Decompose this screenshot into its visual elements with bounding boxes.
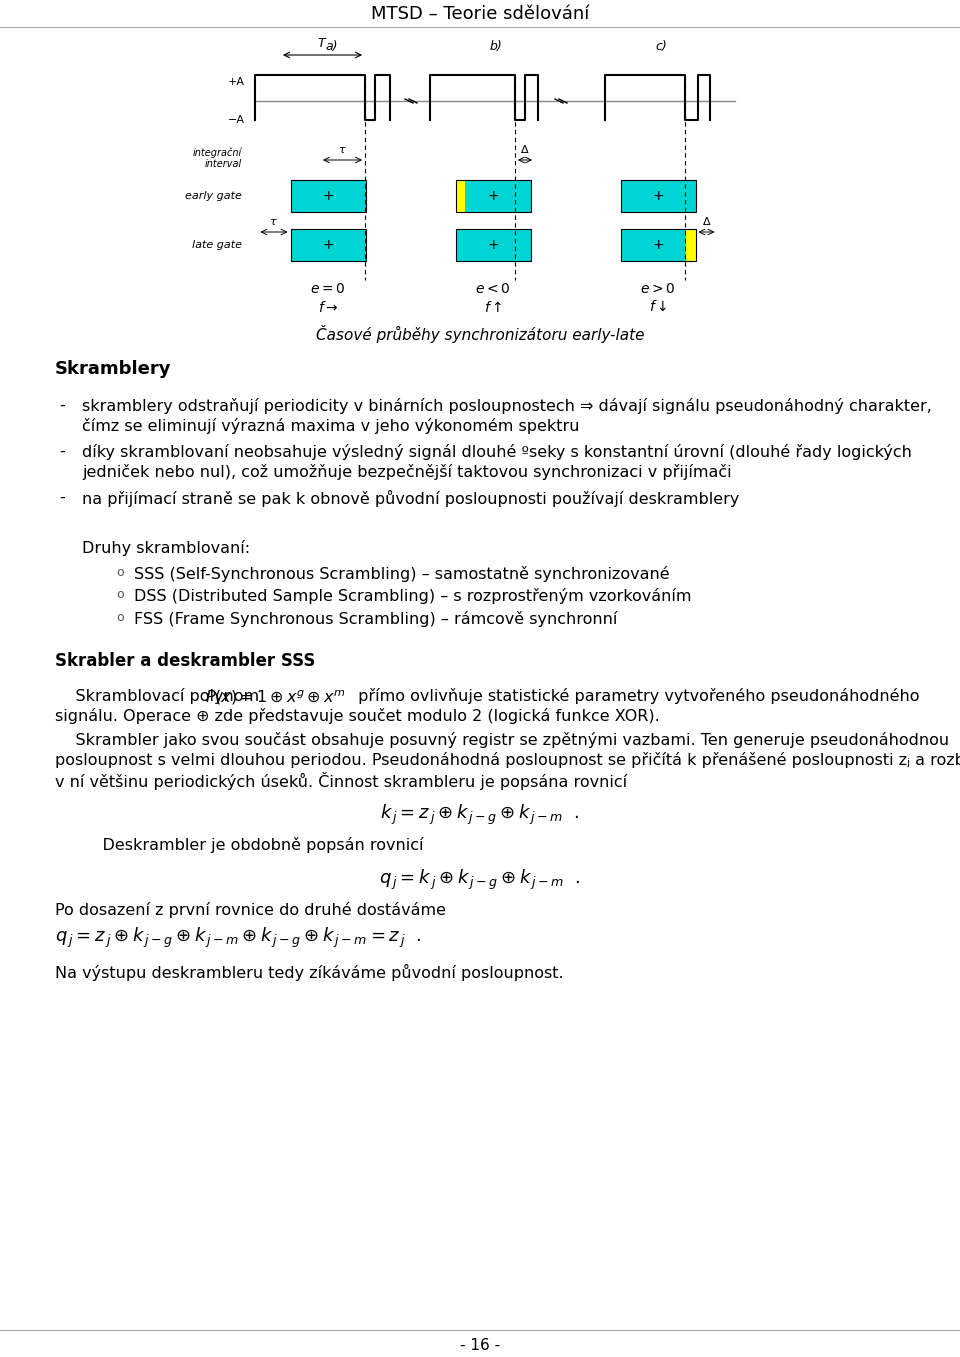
Bar: [620, 229, 685, 261]
Text: Časové průběhy synchronizátoru early-late: Časové průběhy synchronizátoru early-lat…: [316, 324, 644, 343]
Text: Deskrambler je obdobně popsán rovnicí: Deskrambler je obdobně popsán rovnicí: [82, 837, 423, 854]
Text: $e=0$: $e=0$: [310, 282, 346, 296]
Text: FSS (Frame Synchronous Scrambling) – rámcově synchronní: FSS (Frame Synchronous Scrambling) – rám…: [134, 611, 617, 627]
Text: - 16 -: - 16 -: [460, 1338, 500, 1353]
Text: $\tau$: $\tau$: [269, 217, 277, 227]
Text: +: +: [487, 237, 499, 252]
Bar: [291, 229, 366, 261]
Text: přímo ovlivňuje statistické parametry vytvořeného pseudonáhodného: přímo ovlivňuje statistické parametry vy…: [353, 688, 920, 703]
Text: signálu. Operace ⊕ zde představuje součet modulo 2 (logická funkce XOR).: signálu. Operace ⊕ zde představuje souče…: [55, 708, 660, 725]
Bar: [455, 180, 531, 212]
Text: $k_{\,j}=z_{\,j}\oplus k_{\,j-g}\oplus k_{\,j-m}$  .: $k_{\,j}=z_{\,j}\oplus k_{\,j-g}\oplus k…: [380, 803, 580, 828]
Bar: [685, 229, 695, 261]
Text: +: +: [652, 189, 663, 204]
Text: jedniček nebo nul), což umožňuje bezpečnější taktovou synchronizaci v přijímači: jedniček nebo nul), což umožňuje bezpečn…: [82, 464, 732, 480]
Text: $e<0$: $e<0$: [475, 282, 511, 296]
Text: late gate: late gate: [192, 240, 242, 250]
Text: díky skramblovaní neobsahuje výsledný signál dlouhé ºseky s konstantní úrovní (d: díky skramblovaní neobsahuje výsledný si…: [82, 444, 912, 460]
Text: Skramblovací polynom: Skramblovací polynom: [55, 688, 264, 703]
Text: early gate: early gate: [185, 191, 242, 201]
Text: +: +: [323, 237, 334, 252]
Text: $f\downarrow$: $f\downarrow$: [649, 300, 667, 313]
Text: čímz se eliminují výrazná maxima v jeho výkonomém spektru: čímz se eliminují výrazná maxima v jeho …: [82, 418, 580, 434]
Text: skramblery odstraňují periodicity v binárních posloupnostech ⇒ dávají signálu ps: skramblery odstraňují periodicity v biná…: [82, 398, 932, 414]
Text: integrační
interval: integrační interval: [193, 147, 242, 170]
Bar: [466, 180, 531, 212]
Text: posloupnost s velmi dlouhou periodou. Pseudonáhodná posloupnost se přičítá k pře: posloupnost s velmi dlouhou periodou. Ps…: [55, 752, 960, 768]
Bar: [291, 229, 366, 261]
Text: o: o: [116, 589, 124, 601]
Text: Skramblery: Skramblery: [55, 360, 172, 379]
Bar: [291, 180, 366, 212]
Text: $\Delta$: $\Delta$: [702, 214, 711, 227]
Text: SSS (Self-Synchronous Scrambling) – samostatně synchronizované: SSS (Self-Synchronous Scrambling) – samo…: [134, 566, 670, 582]
Bar: [620, 180, 695, 212]
Text: Skrabler a deskrambler SSS: Skrabler a deskrambler SSS: [55, 651, 316, 669]
Text: o: o: [116, 611, 124, 624]
Text: $\tau$: $\tau$: [338, 145, 347, 155]
Bar: [620, 229, 695, 261]
Text: MTSD – Teorie sdělování: MTSD – Teorie sdělování: [371, 5, 589, 23]
Text: a): a): [325, 39, 338, 53]
Text: -: -: [60, 398, 65, 413]
Text: Druhy skramblovaní:: Druhy skramblovaní:: [82, 540, 251, 556]
Text: $f\rightarrow$: $f\rightarrow$: [318, 300, 338, 315]
Bar: [455, 229, 531, 261]
Text: o: o: [116, 566, 124, 579]
Text: v ní většinu periodických úseků. Činnost skrambleru je popsána rovnicí: v ní většinu periodických úseků. Činnost…: [55, 772, 627, 791]
Text: $P(x)=1\oplus x^g\oplus x^m$: $P(x)=1\oplus x^g\oplus x^m$: [205, 688, 346, 707]
Bar: [620, 180, 695, 212]
Bar: [455, 180, 466, 212]
Text: +: +: [487, 189, 499, 204]
Text: −A: −A: [228, 115, 245, 125]
Text: +A: +A: [228, 77, 245, 87]
Text: -: -: [60, 444, 65, 459]
Text: $e>0$: $e>0$: [640, 282, 676, 296]
Text: $f\uparrow$: $f\uparrow$: [484, 300, 502, 315]
Text: -: -: [60, 490, 65, 505]
Text: b): b): [490, 39, 503, 53]
Text: $q_{\,j}=z_{\,j}\oplus k_{\,j-g}\oplus k_{\,j-m}\oplus k_{\,j-g}\oplus k_{\,j-m}: $q_{\,j}=z_{\,j}\oplus k_{\,j-g}\oplus k…: [55, 925, 421, 950]
Text: $T$: $T$: [317, 37, 327, 50]
Text: Po dosazení z první rovnice do druhé dostáváme: Po dosazení z první rovnice do druhé dos…: [55, 901, 446, 917]
Text: Na výstupu deskrambleru tedy zíkáváme původní posloupnost.: Na výstupu deskrambleru tedy zíkáváme pů…: [55, 963, 564, 981]
Bar: [455, 229, 531, 261]
Text: Skrambler jako svou součást obsahuje posuvný registr se zpětnými vazbami. Ten ge: Skrambler jako svou součást obsahuje pos…: [55, 731, 949, 748]
Text: $\Delta$: $\Delta$: [520, 142, 530, 155]
Text: +: +: [652, 237, 663, 252]
Text: c): c): [655, 39, 667, 53]
Bar: [291, 180, 366, 212]
Text: $q_{\,j}=k_{\,j}\oplus k_{\,j-g}\oplus k_{\,j-m}$  .: $q_{\,j}=k_{\,j}\oplus k_{\,j-g}\oplus k…: [379, 867, 581, 892]
Text: +: +: [323, 189, 334, 204]
Text: na přijímací straně se pak k obnově původní posloupnosti používají deskramblery: na přijímací straně se pak k obnově půvo…: [82, 490, 739, 508]
Text: DSS (Distributed Sample Scrambling) – s rozprostřeným vzorkováním: DSS (Distributed Sample Scrambling) – s …: [134, 589, 691, 604]
